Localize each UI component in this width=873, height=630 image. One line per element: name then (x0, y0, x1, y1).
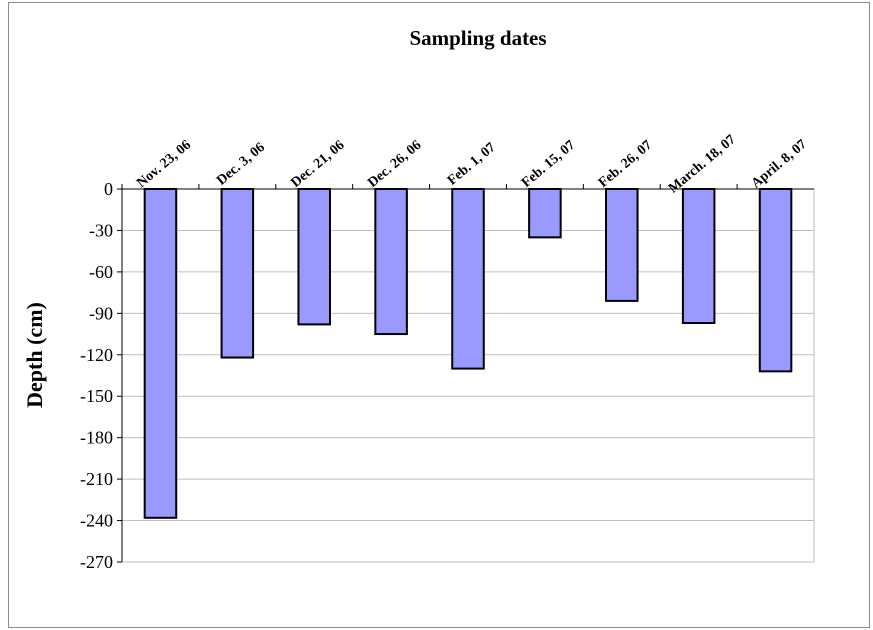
category-labels: Nov. 23, 06 Dec. 3, 06 Dec. 21, 06 Dec. 26,… (121, 132, 810, 196)
bar (681, 188, 716, 325)
bar (758, 188, 793, 373)
category-label: Feb. 15, 07 (519, 138, 578, 191)
bar (374, 188, 408, 336)
category-label: Dec. 3, 06 (214, 140, 268, 188)
bar (297, 188, 331, 326)
category-label: Feb. 1, 07 (445, 140, 499, 188)
category-label: Nov. 23, 06 (134, 138, 194, 191)
category-label: March. 18, 07 (666, 132, 739, 196)
y-tick-label: -120 (80, 345, 113, 365)
y-tick-label: -240 (80, 511, 113, 531)
category-label: April. 8, 07 (749, 137, 810, 191)
y-axis-label: Depth (cm) (22, 302, 47, 408)
y-tick-label: -150 (80, 386, 113, 406)
chart-title: Sampling dates (409, 26, 546, 50)
category-label: Feb. 26, 07 (596, 138, 655, 191)
y-tick-label: -60 (89, 262, 113, 282)
y-tick-labels: 0 -30 -60 -90 -120 -150 -180 -210 -240 -270 (80, 179, 122, 572)
y-tick-label: -180 (80, 428, 113, 448)
y-tick-label: -210 (80, 469, 113, 489)
bars (143, 188, 793, 519)
y-tick-label: 0 (104, 179, 113, 199)
bar (451, 188, 485, 370)
bar (143, 188, 178, 519)
category-label: Dec. 26, 06 (365, 138, 424, 191)
bar (605, 188, 639, 302)
axes (121, 188, 814, 562)
y-tick-label: -270 (80, 552, 113, 572)
category-label: Dec. 21, 06 (288, 138, 347, 191)
bar (220, 188, 255, 359)
bar (528, 188, 562, 239)
y-tick-label: -90 (89, 303, 113, 323)
y-tick-label: -30 (89, 220, 113, 240)
